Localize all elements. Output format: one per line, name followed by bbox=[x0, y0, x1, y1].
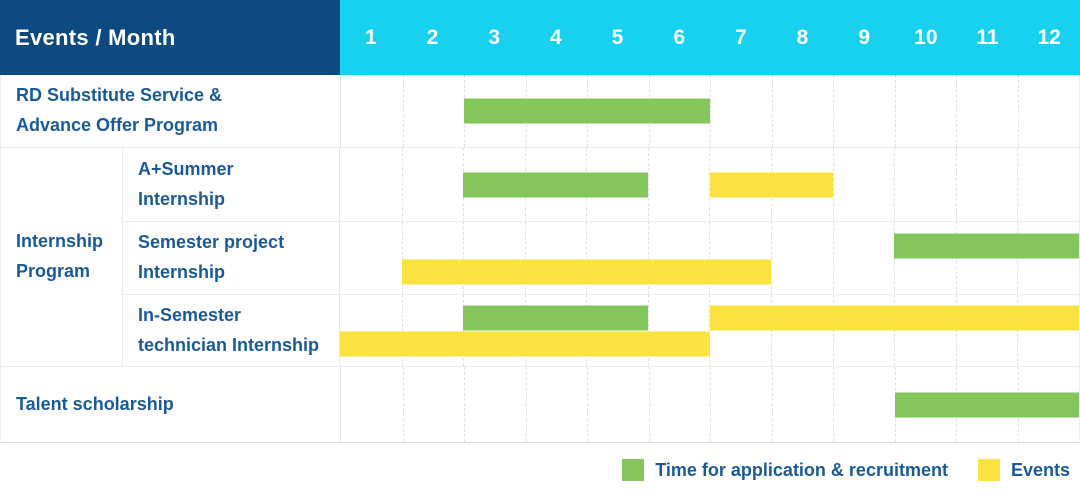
month-cell bbox=[463, 222, 525, 294]
month-header-label: 3 bbox=[488, 25, 500, 49]
month-cell bbox=[401, 148, 464, 221]
gantt-bar-application bbox=[463, 305, 648, 331]
month-cell bbox=[587, 367, 648, 442]
month-cell bbox=[771, 222, 833, 294]
row-semester-project: Semester project Internship bbox=[123, 221, 1079, 294]
gantt-bar-event bbox=[709, 172, 833, 197]
month-cell bbox=[894, 148, 956, 221]
gantt-bar-application bbox=[463, 172, 648, 197]
row-a-plus-summer: A+Summer Internship bbox=[123, 148, 1079, 221]
row-label: RD Substitute Service & Advance Offer Pr… bbox=[16, 85, 223, 135]
month-cell bbox=[894, 75, 956, 147]
month-cell bbox=[709, 222, 771, 294]
chart-cell bbox=[340, 75, 1079, 147]
month-cell bbox=[832, 222, 895, 294]
month-header-label: 7 bbox=[734, 25, 747, 49]
row-label: In-Semester technician Internship bbox=[138, 304, 320, 355]
month-cell bbox=[648, 367, 710, 442]
events-swatch-icon bbox=[977, 459, 1000, 481]
legend-item-events: Events bbox=[977, 459, 1070, 481]
month-header-label: 10 bbox=[914, 25, 938, 49]
row-rd-substitute: RD Substitute Service & Advance Offer Pr… bbox=[1, 75, 1079, 147]
chart-cell bbox=[339, 295, 1079, 366]
group-subrows: A+Summer Internship Semester project Int… bbox=[123, 148, 1079, 366]
month-cell bbox=[771, 75, 833, 147]
month-cell bbox=[771, 367, 833, 442]
month-cell bbox=[340, 222, 402, 294]
table-header-row: Events / Month 1 2 3 4 5 6 7 8 9 10 11 12 bbox=[0, 0, 1080, 75]
gantt-bar-event bbox=[340, 331, 710, 357]
month-cell bbox=[833, 75, 894, 147]
month-cell bbox=[402, 75, 464, 147]
month-cell bbox=[401, 222, 464, 294]
legend: Time for application & recruitment Event… bbox=[0, 443, 1080, 481]
month-cell bbox=[525, 367, 587, 442]
month-cell bbox=[647, 295, 710, 366]
row-label: Semester project Internship bbox=[138, 232, 285, 282]
month-cell bbox=[956, 75, 1017, 147]
application-swatch-icon bbox=[622, 459, 645, 481]
month-cell bbox=[710, 367, 771, 442]
month-header-label: 11 bbox=[976, 25, 999, 49]
month-cell bbox=[833, 367, 894, 442]
row-in-semester-technician: In-Semester technician Internship bbox=[123, 294, 1079, 366]
month-cell bbox=[832, 148, 895, 221]
gantt-bar-application bbox=[894, 233, 1079, 259]
month-header-row: 1 2 3 4 5 6 7 8 9 10 11 12 bbox=[340, 0, 1080, 75]
month-header-label: 1 bbox=[364, 25, 377, 49]
month-cell bbox=[524, 222, 587, 294]
month-cell bbox=[586, 222, 648, 294]
month-cell bbox=[341, 367, 402, 442]
group-label: Internship Program bbox=[1, 148, 123, 366]
month-header-label: 9 bbox=[858, 25, 870, 49]
legend-label: Time for application & recruitment bbox=[655, 459, 948, 480]
month-header-label: 2 bbox=[426, 25, 439, 49]
gantt-bar-event bbox=[401, 259, 772, 285]
gantt-bar-application bbox=[894, 392, 1079, 417]
row-label: A+Summer Internship bbox=[138, 158, 234, 209]
month-cell bbox=[1017, 148, 1079, 221]
month-cell bbox=[955, 148, 1018, 221]
month-cell bbox=[1017, 75, 1079, 147]
gantt-bar-application bbox=[464, 98, 711, 124]
month-cell bbox=[464, 367, 525, 442]
legend-label: Events bbox=[1010, 459, 1070, 480]
month-header-label: 8 bbox=[796, 25, 809, 49]
month-cell bbox=[401, 295, 464, 366]
row-label: Talent scholarship bbox=[16, 393, 174, 414]
month-cell bbox=[647, 148, 710, 221]
month-cell bbox=[341, 75, 402, 147]
month-cell bbox=[710, 75, 771, 147]
chart-cell bbox=[339, 148, 1079, 221]
internship-program-group: Internship Program A+Summer Internship S… bbox=[1, 147, 1079, 366]
month-cell bbox=[402, 367, 464, 442]
month-header-label: 5 bbox=[611, 25, 624, 49]
row-talent-scholarship: Talent scholarship bbox=[1, 366, 1079, 442]
events-month-header: Events / Month bbox=[0, 0, 340, 75]
month-header-label: 12 bbox=[1037, 25, 1061, 49]
month-header-label: 4 bbox=[549, 25, 562, 49]
chart-cell bbox=[339, 222, 1079, 294]
month-header-label: 6 bbox=[673, 25, 685, 49]
gantt-schedule-table: Events / Month 1 2 3 4 5 6 7 8 9 10 11 12 RD Substi… bbox=[0, 0, 1080, 481]
table-body: RD Substitute Service & Advance Offer Pr… bbox=[0, 75, 1080, 443]
gantt-bar-event bbox=[709, 305, 1079, 331]
month-cell bbox=[340, 148, 402, 221]
month-cell bbox=[647, 222, 710, 294]
legend-item-application: Time for application & recruitment bbox=[622, 459, 948, 481]
chart-cell bbox=[340, 367, 1079, 442]
